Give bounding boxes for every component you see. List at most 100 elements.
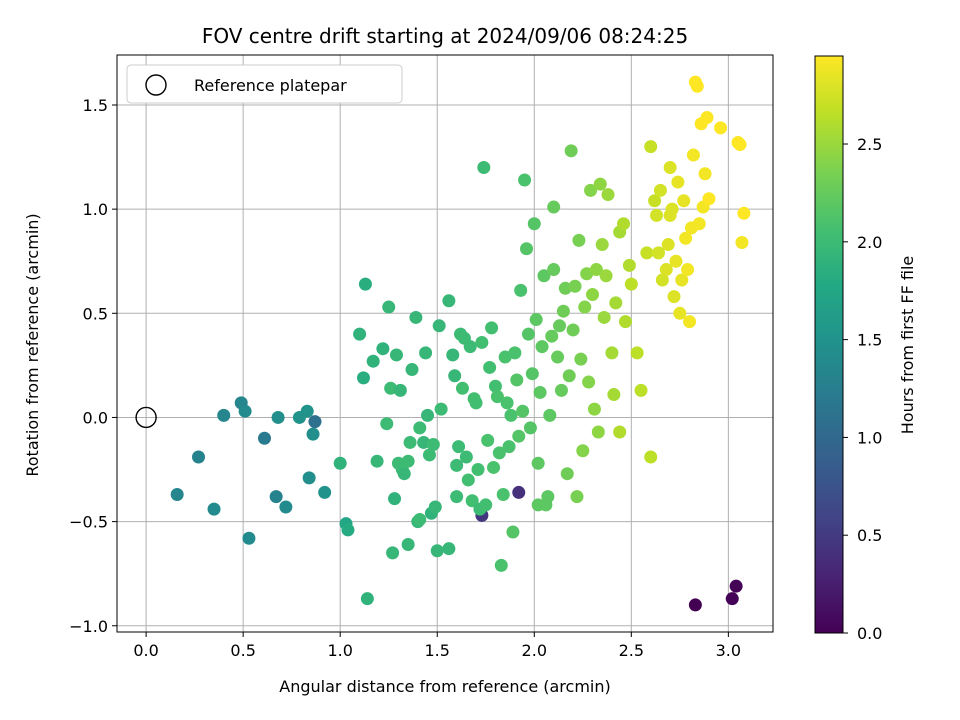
data-point <box>640 246 654 260</box>
data-point <box>302 471 316 485</box>
chart-title: FOV centre drift starting at 2024/09/06 … <box>202 24 688 48</box>
data-point <box>388 492 402 506</box>
data-point <box>500 396 514 410</box>
data-point <box>568 279 582 293</box>
data-point <box>613 425 627 439</box>
data-point <box>483 360 497 374</box>
data-point <box>428 500 442 514</box>
data-point <box>661 238 675 252</box>
data-point <box>729 579 743 593</box>
y-tick-label: 0.5 <box>83 304 108 323</box>
data-point <box>207 502 221 516</box>
data-point <box>556 304 570 318</box>
data-point <box>537 269 551 283</box>
data-point <box>535 340 549 354</box>
data-point <box>450 490 464 504</box>
data-point <box>393 383 407 397</box>
colorbar-tick-label: 1.0 <box>857 428 882 447</box>
data-point <box>679 231 693 245</box>
data-point <box>494 558 508 572</box>
data-point <box>271 410 285 424</box>
data-point <box>655 273 669 287</box>
data-point <box>593 177 607 191</box>
data-point <box>618 315 632 329</box>
data-point <box>477 160 491 174</box>
data-point <box>601 188 615 202</box>
data-point <box>475 335 489 349</box>
data-point <box>401 538 415 552</box>
data-point <box>238 404 252 418</box>
data-point <box>510 373 524 387</box>
colorbar-tick-label: 0.0 <box>857 624 882 643</box>
data-point <box>688 598 702 612</box>
data-point <box>547 263 561 277</box>
data-point <box>504 408 518 422</box>
data-point <box>545 329 559 343</box>
data-point <box>686 148 700 162</box>
data-point <box>471 463 485 477</box>
data-point <box>737 206 751 220</box>
data-point <box>376 342 390 356</box>
data-point <box>521 327 535 341</box>
data-point <box>605 346 619 360</box>
data-point <box>434 402 448 416</box>
data-point <box>663 208 677 222</box>
data-point <box>492 446 506 460</box>
data-point <box>659 263 673 277</box>
data-point <box>463 340 477 354</box>
data-point <box>512 485 526 499</box>
data-point <box>405 363 419 377</box>
colorbar-tick-label: 2.0 <box>857 233 882 252</box>
data-point <box>516 404 530 418</box>
data-point <box>553 319 567 333</box>
data-point <box>572 233 586 247</box>
data-point <box>409 310 423 324</box>
data-point <box>452 440 466 454</box>
data-point <box>560 467 574 481</box>
data-point <box>417 435 431 449</box>
data-point <box>644 450 658 464</box>
data-point <box>258 431 272 445</box>
data-point <box>648 194 662 208</box>
data-point <box>547 200 561 214</box>
data-point <box>422 448 436 462</box>
data-point <box>419 346 433 360</box>
data-point <box>702 192 716 206</box>
data-point <box>413 421 427 435</box>
data-point <box>318 485 332 499</box>
data-point <box>580 267 594 281</box>
data-point <box>669 254 683 268</box>
data-point <box>644 140 658 154</box>
data-point <box>353 327 367 341</box>
data-point <box>582 375 596 389</box>
data-point <box>624 277 638 291</box>
data-point <box>531 456 545 470</box>
data-point <box>586 288 600 302</box>
x-axis-label: Angular distance from reference (arcmin) <box>279 677 610 696</box>
data-point <box>570 490 584 504</box>
data-point <box>700 110 714 124</box>
data-point <box>170 488 184 502</box>
legend-marker-icon <box>145 74 167 96</box>
data-point <box>671 175 685 189</box>
x-tick-label: 2.5 <box>619 641 644 660</box>
data-point <box>446 348 460 362</box>
data-point <box>502 440 516 454</box>
data-point <box>421 408 435 422</box>
data-point <box>479 498 493 512</box>
data-point <box>673 306 687 320</box>
data-point <box>413 513 427 527</box>
data-point <box>455 381 469 395</box>
data-point <box>683 315 697 329</box>
data-point <box>566 323 580 337</box>
x-tick-label: 0.0 <box>133 641 158 660</box>
data-point <box>574 352 588 366</box>
data-point <box>380 417 394 431</box>
data-point <box>527 217 541 231</box>
data-point <box>442 294 456 308</box>
legend: Reference platepar <box>126 64 403 104</box>
data-point <box>333 456 347 470</box>
data-point <box>578 300 592 314</box>
legend-box <box>126 64 403 104</box>
data-point <box>523 421 537 435</box>
